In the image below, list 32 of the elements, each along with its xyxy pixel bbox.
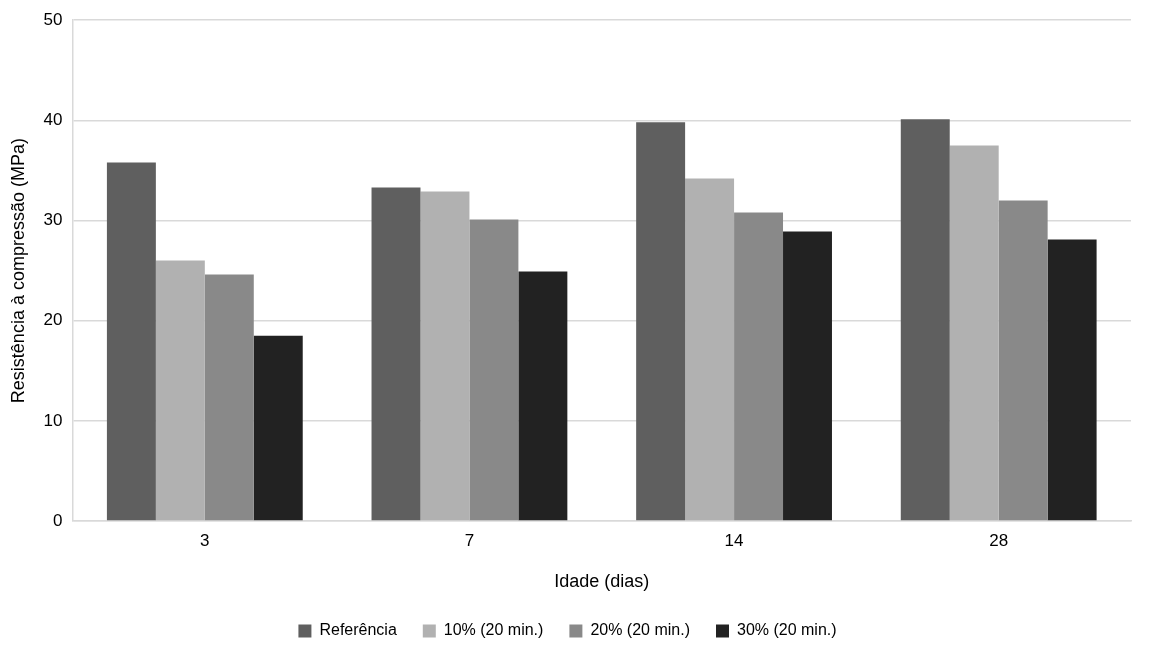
legend-label: Referência [319,621,397,639]
bar [783,231,832,521]
bar [253,335,303,521]
legend-label: 10% (20 min.) [443,621,544,639]
bar [106,162,156,521]
y-tick-label: 0 [53,510,63,530]
x-axis-title: Idade (dias) [554,571,650,592]
bar [685,178,735,521]
bar [734,212,784,521]
y-tick-label: 40 [43,110,63,130]
y-tick-label: 10 [43,410,63,430]
x-tick-label: 14 [724,530,744,550]
bar [636,122,686,521]
bar [420,191,470,521]
y-tick-label: 20 [43,310,63,330]
y-tick-label: 30 [43,210,63,230]
x-tick-label: 3 [200,530,210,550]
legend-label: 20% (20 min.) [590,621,690,639]
bar [204,274,254,521]
x-tick-label: 7 [464,530,475,550]
legend-label: 30% (20 min.) [736,621,837,639]
x-tick-label: 28 [989,530,1009,550]
bar [949,145,999,521]
bar [155,260,205,521]
bar [998,200,1048,521]
bar [518,271,568,521]
y-axis-title: Resistência à compressão (MPa) [7,138,28,404]
bar [371,187,421,521]
bar [900,119,950,521]
y-tick-label: 50 [43,9,63,29]
bar [469,219,519,521]
bar [1047,239,1097,521]
